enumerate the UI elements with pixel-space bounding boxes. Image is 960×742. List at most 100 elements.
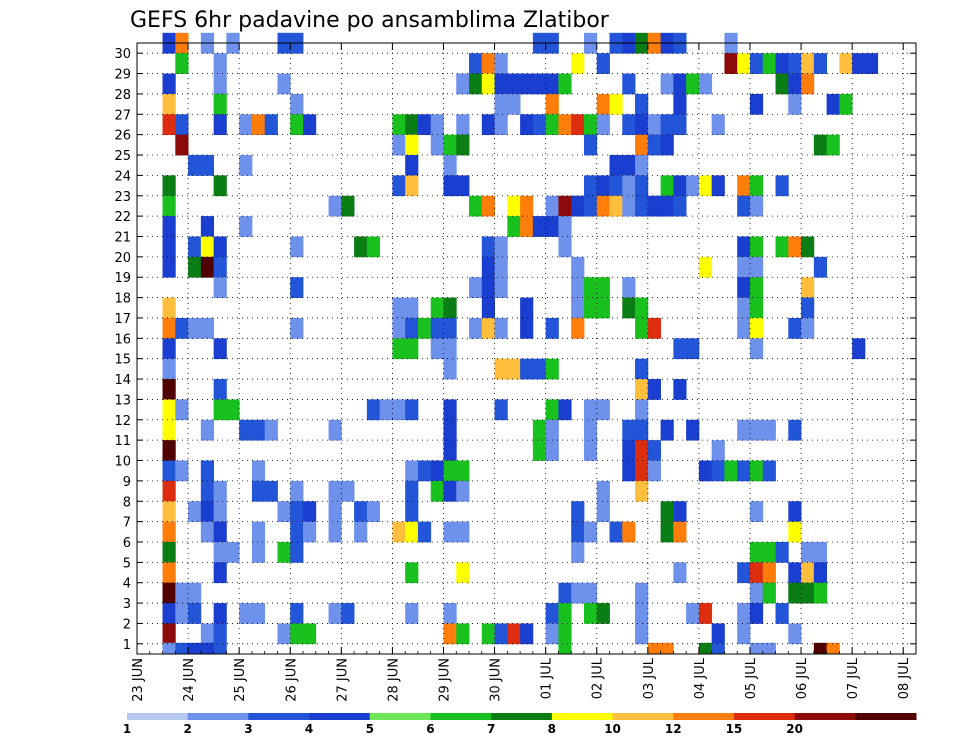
heatmap-cell — [290, 277, 304, 298]
heatmap-cell — [481, 73, 495, 95]
heatmap-cell — [711, 460, 725, 482]
color-legend: 1 2 3 4 5 6 7 8 10 12 15 20 — [123, 713, 917, 736]
heatmap-cell — [660, 114, 674, 136]
heatmap-cell — [405, 297, 419, 319]
legend-swatch — [491, 713, 553, 720]
heatmap-cell — [213, 114, 227, 136]
heatmap-cell — [622, 73, 636, 95]
heatmap-cell — [162, 440, 176, 461]
heatmap-cell — [813, 562, 828, 584]
heatmap-cell — [622, 440, 636, 461]
heatmap-cell — [711, 440, 725, 461]
heatmap-cell — [392, 399, 406, 421]
legend-label: 2 — [184, 722, 192, 736]
heatmap-cell — [494, 317, 508, 339]
legend-label: 20 — [786, 722, 803, 736]
heatmap-cell — [175, 582, 189, 604]
heatmap-cell — [481, 236, 495, 258]
heatmap-cell — [635, 379, 649, 400]
heatmap-cell — [532, 216, 547, 237]
heatmap-cell — [583, 419, 598, 441]
x-axis-ticks: 23 JUN 24 JUN 25 JUN 26 JUN 27 JUN 28 JUN 29 J… — [131, 43, 917, 702]
heatmap-cell — [443, 603, 457, 624]
heatmap-cell — [635, 175, 649, 197]
heatmap-cell — [788, 623, 802, 645]
heatmap-cell — [162, 603, 176, 624]
heatmap-cell — [303, 623, 317, 645]
heatmap-cell — [622, 297, 636, 319]
heatmap-cell — [813, 541, 828, 563]
heatmap-cell — [200, 317, 215, 339]
heatmap-cell — [200, 216, 215, 237]
x-tick-label: 05 JUL — [744, 657, 759, 699]
heatmap-cell — [673, 562, 687, 584]
heatmap-cell — [443, 460, 457, 482]
heatmap-cell — [469, 277, 483, 298]
heatmap-cell — [673, 379, 687, 400]
legend-swatch — [612, 713, 674, 720]
legend-label: 12 — [665, 722, 682, 736]
heatmap-cell — [481, 256, 495, 278]
heatmap-cell — [494, 236, 508, 258]
heatmap-cell — [737, 297, 751, 319]
heatmap-cell — [660, 195, 674, 217]
heatmap-cell — [660, 521, 674, 543]
x-tick-label: 03 JUL — [642, 657, 657, 699]
heatmap-cell — [200, 256, 215, 278]
heatmap-cell — [622, 114, 636, 136]
heatmap-cell — [749, 175, 764, 197]
heatmap-cell — [366, 236, 381, 258]
heatmap-cell — [188, 642, 202, 654]
y-tick-label: 17 — [114, 312, 131, 327]
heatmap-cell — [188, 582, 202, 604]
heatmap-cell — [571, 277, 585, 298]
heatmap-cell — [801, 562, 815, 584]
heatmap-cell — [213, 642, 227, 654]
heatmap-cell — [456, 562, 470, 584]
heatmap-cell — [801, 541, 815, 563]
heatmap-cell — [405, 603, 419, 624]
heatmap-cell — [405, 501, 419, 523]
heatmap-cell — [443, 134, 457, 156]
y-tick-label: 19 — [114, 271, 131, 286]
heatmap-cells — [162, 32, 879, 654]
heatmap-cell — [545, 358, 559, 380]
heatmap-cell — [635, 440, 649, 461]
heatmap-cell — [583, 114, 598, 136]
heatmap-cell — [405, 317, 419, 339]
heatmap-cell — [290, 501, 304, 523]
heatmap-cell — [213, 399, 227, 421]
heatmap-cell — [277, 73, 291, 95]
heatmap-cell — [328, 195, 342, 217]
heatmap-cell — [175, 53, 189, 74]
y-tick-label: 27 — [114, 108, 131, 123]
x-tick-label: 04 JUL — [693, 657, 708, 699]
heatmap-cell — [609, 195, 623, 217]
y-tick-label: 6 — [123, 536, 131, 551]
heatmap-cell — [660, 175, 674, 197]
heatmap-cell — [583, 582, 598, 604]
heatmap-cell — [749, 93, 764, 115]
heatmap-cell — [801, 73, 815, 95]
heatmap-cell — [558, 582, 572, 604]
heatmap-cell — [188, 603, 202, 624]
heatmap-cell — [609, 521, 623, 543]
y-tick-label: 1 — [123, 638, 131, 653]
heatmap-cell — [175, 642, 189, 654]
heatmap-cell — [762, 460, 776, 482]
heatmap-cell — [188, 317, 202, 339]
heatmap-cell — [430, 338, 444, 360]
heatmap-cell — [417, 521, 432, 543]
heatmap-cell — [469, 195, 483, 217]
y-tick-label: 3 — [123, 597, 131, 612]
heatmap-cell — [213, 501, 227, 523]
heatmap-cell — [826, 642, 840, 654]
heatmap-cell — [430, 297, 444, 319]
heatmap-cell — [673, 338, 687, 360]
heatmap-cell — [162, 562, 176, 584]
heatmap-cell — [443, 521, 457, 543]
legend-label: 3 — [244, 722, 252, 736]
heatmap-cell — [507, 623, 521, 645]
heatmap-cell — [494, 256, 508, 278]
heatmap-cell — [532, 440, 547, 461]
